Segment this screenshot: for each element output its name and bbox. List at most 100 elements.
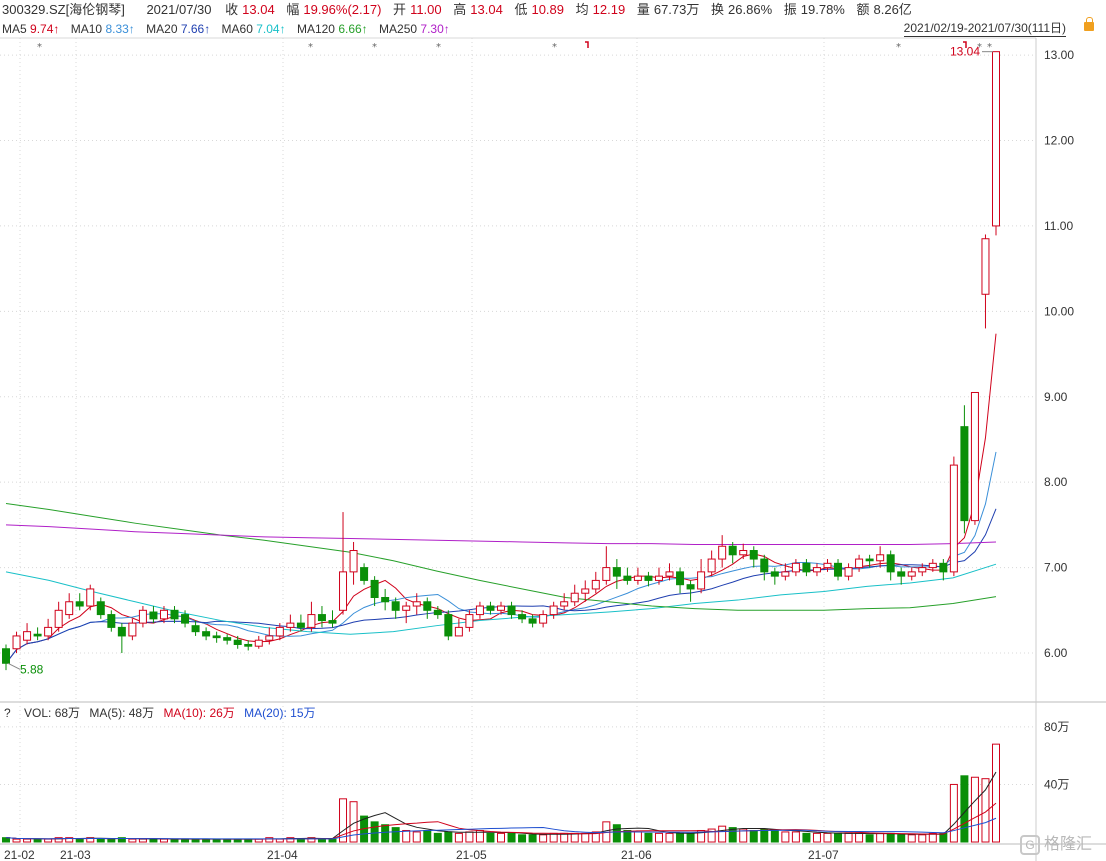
volume-bar — [317, 838, 326, 843]
price-tick-label: 8.00 — [1044, 475, 1068, 489]
volume-bar — [465, 831, 474, 843]
volume-bar — [970, 776, 979, 843]
volume-bar — [644, 832, 653, 843]
candle — [897, 571, 906, 577]
help-icon[interactable]: ? — [4, 706, 11, 720]
event-flag-icon — [963, 41, 967, 48]
price-tick-label: 11.00 — [1044, 219, 1073, 233]
candle — [623, 575, 632, 581]
volume-bar — [865, 834, 874, 843]
volume-bar — [44, 838, 53, 843]
volume-bar — [812, 832, 821, 843]
candle — [539, 614, 548, 624]
candle — [296, 622, 305, 628]
ma-legend: MA5 9.74↑ MA10 8.33↑ MA20 7.66↑ MA60 7.0… — [0, 21, 1106, 37]
ma60-legend: MA60 7.04↑ — [221, 22, 286, 36]
candle — [412, 601, 421, 607]
quote-date: 2021/07/30 — [146, 2, 212, 17]
turnover-label: 换 — [711, 2, 725, 17]
volume-bar — [497, 832, 505, 843]
event-marker-icon: * — [552, 42, 557, 53]
volume-bar — [897, 834, 906, 843]
candle — [349, 550, 358, 573]
close-value: 13.04 — [242, 2, 275, 17]
candle — [602, 567, 611, 581]
volume-bar — [128, 838, 137, 843]
amplitude-label: 振 — [783, 2, 797, 17]
candle — [75, 601, 84, 607]
volume-bar — [286, 837, 295, 843]
volume-bar — [328, 838, 337, 843]
date-range[interactable]: 2021/02/19-2021/07/30(111日) — [903, 21, 1066, 37]
volume-bar — [928, 832, 937, 843]
volume-bar — [791, 831, 800, 843]
volume-label: 量 — [636, 2, 650, 17]
candle — [644, 575, 653, 581]
candle — [549, 605, 558, 616]
volume-bar — [886, 832, 895, 843]
volume-bar — [760, 828, 769, 843]
price-tick-label: 6.00 — [1044, 646, 1068, 660]
candle — [844, 567, 853, 577]
volume-bar — [960, 775, 969, 843]
ma250-line — [5, 524, 997, 546]
volume-bar — [528, 834, 537, 843]
candle — [707, 558, 716, 573]
candle — [749, 550, 758, 560]
candle — [170, 609, 179, 620]
candle — [665, 571, 674, 577]
event-marker-icon: * — [896, 42, 901, 53]
volume-bar — [433, 832, 442, 843]
candle — [802, 562, 811, 573]
volume-bar — [265, 837, 274, 843]
volume-bar — [117, 837, 126, 843]
ma120-line — [5, 503, 997, 611]
candle — [381, 596, 390, 603]
candle — [981, 238, 990, 295]
volume-bar — [423, 829, 432, 843]
avg-value: 12.19 — [592, 2, 626, 17]
volume-bar — [391, 827, 400, 843]
ma20-line — [5, 508, 997, 664]
volume-bar — [96, 838, 105, 843]
candle — [159, 609, 168, 620]
candle — [23, 631, 32, 641]
amount-value: 8.26亿 — [873, 2, 912, 17]
vol-ma10: MA(10): 26万 — [163, 706, 235, 720]
event-marker-icon: * — [372, 42, 377, 53]
candle — [107, 614, 116, 628]
ma10-legend: MA10 8.33↑ — [70, 22, 135, 36]
stock-code: 300329.SZ[海伦钢琴] — [2, 2, 125, 17]
candle — [949, 464, 958, 573]
volume-tick-label: 40万 — [1044, 777, 1069, 791]
volume-bar — [507, 832, 516, 843]
candle — [233, 639, 242, 645]
volume-bar — [339, 798, 348, 843]
volume-bar — [23, 838, 32, 843]
volume-bar — [739, 828, 748, 843]
high-value: 13.04 — [470, 2, 503, 17]
candle — [223, 637, 232, 641]
date-tick-label: 21-02 — [4, 848, 35, 861]
candle — [739, 550, 748, 556]
price-tick-label: 12.00 — [1044, 134, 1074, 148]
candle — [181, 614, 190, 624]
volume-bar — [834, 832, 843, 843]
candle — [770, 571, 779, 577]
date-tick-label: 21-07 — [808, 848, 839, 861]
date-tick-label: 21-03 — [60, 848, 91, 861]
volume-bar — [149, 838, 158, 843]
close-label: 收 — [225, 2, 239, 17]
candle — [928, 562, 937, 569]
volume-bar — [138, 838, 147, 843]
volume-bar — [949, 783, 958, 843]
candle — [275, 626, 284, 637]
volume-bar — [844, 832, 853, 843]
candle — [265, 635, 274, 641]
volume-bar — [486, 832, 495, 843]
volume-bar — [570, 832, 579, 843]
volume-bar — [307, 837, 316, 843]
lock-icon[interactable] — [1084, 17, 1094, 31]
candle — [149, 611, 158, 620]
price-tick-label: 10.00 — [1044, 304, 1074, 318]
